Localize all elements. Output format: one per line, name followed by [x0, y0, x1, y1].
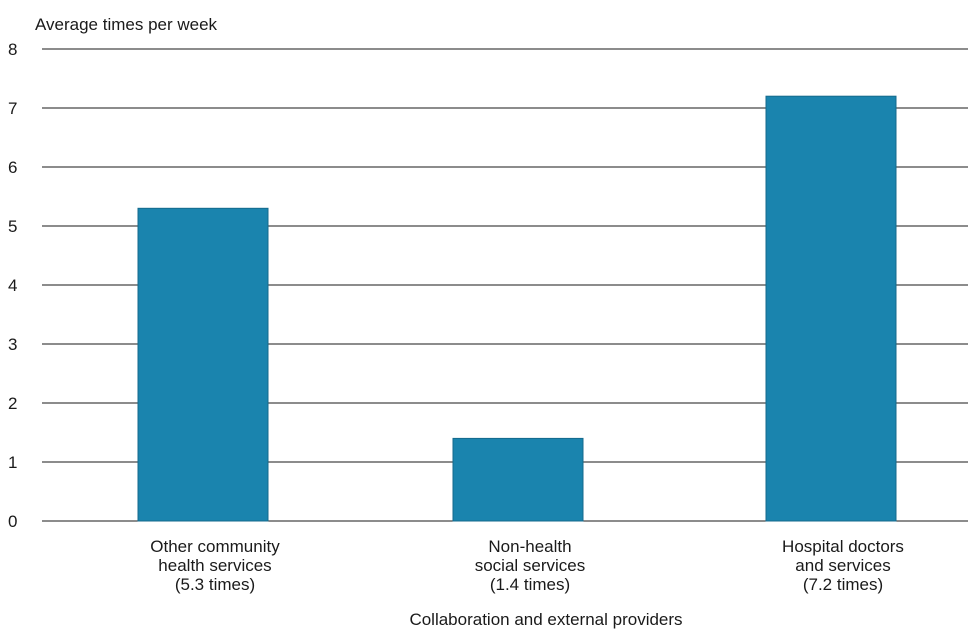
category-label-1-line-0: Non-health	[488, 537, 571, 556]
y-tick-label: 0	[8, 512, 17, 531]
category-label-0-line-1: health services	[158, 556, 271, 575]
y-tick-label: 3	[8, 335, 17, 354]
y-tick-labels: 0 1 2 3 4 5 6 7 8	[8, 40, 17, 531]
y-tick-label: 8	[8, 40, 17, 59]
y-tick-label: 6	[8, 158, 17, 177]
bar-2	[765, 95, 897, 522]
bar-1	[452, 437, 584, 522]
y-tick-label: 1	[8, 453, 17, 472]
y-axis-label: Average times per week	[35, 15, 218, 34]
category-label-0-line-0: Other community	[150, 537, 280, 556]
bars	[137, 95, 897, 522]
x-axis-label: Collaboration and external providers	[409, 610, 682, 629]
category-label-0-line-2: (5.3 times)	[175, 575, 255, 594]
y-tick-label: 7	[8, 99, 17, 118]
category-label-2-line-1: and services	[795, 556, 890, 575]
bar-0	[137, 207, 269, 522]
category-label-2-line-2: (7.2 times)	[803, 575, 883, 594]
category-label-1-line-2: (1.4 times)	[490, 575, 570, 594]
y-tick-label: 2	[8, 394, 17, 413]
category-label-1-line-1: social services	[475, 556, 586, 575]
y-tick-label: 5	[8, 217, 17, 236]
category-label-2-line-0: Hospital doctors	[782, 537, 904, 556]
y-tick-label: 4	[8, 276, 17, 295]
